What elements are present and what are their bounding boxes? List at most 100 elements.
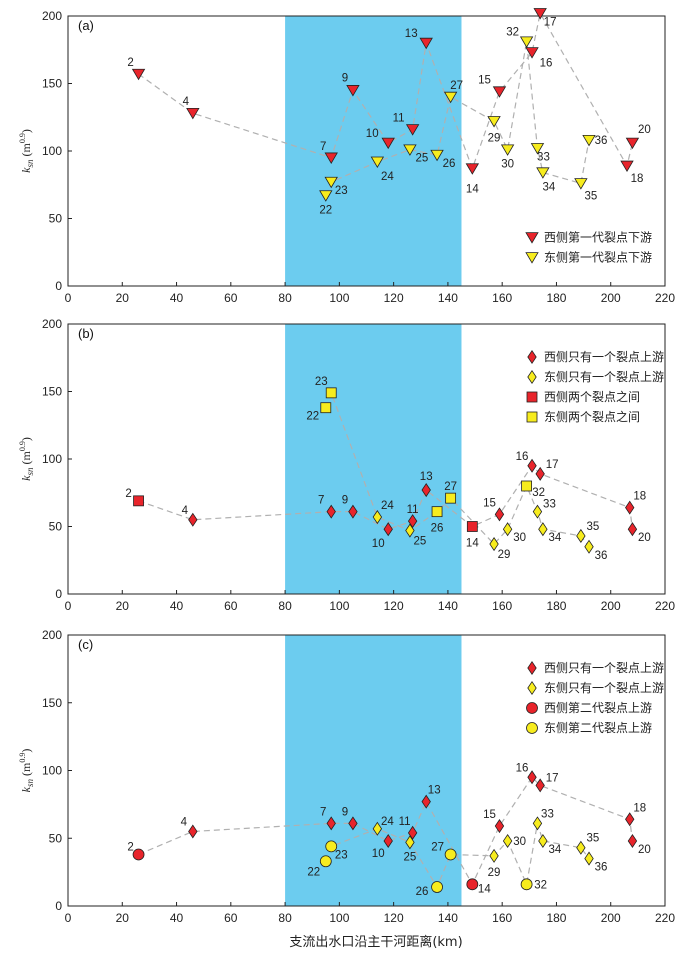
data-point-26 bbox=[430, 149, 444, 162]
data-point-26 bbox=[431, 881, 443, 893]
x-tick-label: 80 bbox=[278, 599, 292, 613]
data-point-35 bbox=[576, 840, 586, 855]
data-point-30 bbox=[502, 522, 513, 537]
x-tick-label: 40 bbox=[170, 911, 184, 925]
y-tick-label: 150 bbox=[42, 696, 62, 710]
data-point-10 bbox=[381, 137, 395, 150]
point-label: 29 bbox=[488, 132, 501, 144]
data-point-11 bbox=[407, 514, 418, 529]
y-axis-label: ksn (m0.9) bbox=[18, 129, 35, 173]
point-label: 17 bbox=[546, 459, 559, 471]
data-point-15 bbox=[494, 507, 505, 522]
y-tick-label: 50 bbox=[49, 212, 63, 226]
x-tick-label: 220 bbox=[655, 911, 675, 925]
x-tick-label: 120 bbox=[384, 599, 404, 613]
data-point-4 bbox=[188, 512, 198, 527]
point-label: 2 bbox=[127, 842, 133, 854]
data-point-36 bbox=[584, 539, 594, 554]
point-label: 36 bbox=[595, 862, 608, 874]
point-label: 23 bbox=[315, 376, 328, 388]
point-label: 34 bbox=[548, 532, 561, 544]
data-point-16 bbox=[527, 458, 537, 473]
data-point-18 bbox=[625, 812, 635, 827]
point-label: 32 bbox=[532, 487, 545, 499]
legend-marker bbox=[527, 680, 537, 696]
point-label: 15 bbox=[483, 497, 496, 509]
x-tick-label: 60 bbox=[224, 599, 238, 613]
data-point-18 bbox=[620, 160, 634, 173]
x-tick-label: 40 bbox=[170, 599, 184, 613]
point-label: 11 bbox=[407, 504, 419, 516]
data-point-16 bbox=[525, 47, 539, 59]
data-point-24 bbox=[372, 821, 383, 836]
data-point-33 bbox=[530, 143, 545, 155]
legend-marker bbox=[527, 369, 537, 385]
point-label: 32 bbox=[534, 879, 547, 891]
data-point-22 bbox=[319, 855, 332, 868]
x-tick-label: 200 bbox=[601, 291, 621, 305]
data-point-13 bbox=[419, 37, 433, 50]
point-label: 22 bbox=[319, 205, 332, 217]
x-tick-label: 220 bbox=[655, 291, 675, 305]
data-point-20 bbox=[627, 522, 638, 537]
data-point-2 bbox=[132, 848, 145, 861]
point-label: 10 bbox=[372, 538, 385, 550]
shaded-region bbox=[285, 635, 462, 906]
y-tick-label: 0 bbox=[55, 587, 62, 601]
point-label: 13 bbox=[405, 28, 418, 40]
point-label: 26 bbox=[416, 886, 429, 898]
data-point-33 bbox=[532, 504, 543, 519]
legend-marker bbox=[526, 391, 538, 403]
point-label: 22 bbox=[307, 866, 320, 878]
point-label: 35 bbox=[584, 190, 597, 202]
point-label: 20 bbox=[638, 124, 651, 136]
data-point-17 bbox=[535, 778, 545, 793]
x-tick-label: 160 bbox=[492, 911, 512, 925]
point-label: 16 bbox=[516, 762, 529, 774]
data-point-30 bbox=[502, 833, 513, 848]
data-point-24 bbox=[372, 510, 383, 525]
point-label: 17 bbox=[546, 772, 559, 784]
data-point-15 bbox=[492, 86, 507, 98]
data-point-30 bbox=[500, 144, 515, 156]
legend-entry: 西侧只有一个裂点上游 bbox=[544, 350, 664, 364]
x-tick-label: 160 bbox=[492, 291, 512, 305]
y-tick-label: 150 bbox=[42, 77, 62, 91]
point-label: 32 bbox=[506, 27, 519, 39]
data-point-23 bbox=[325, 387, 337, 399]
data-point-9 bbox=[346, 85, 360, 97]
data-point-25 bbox=[405, 523, 415, 538]
data-point-17 bbox=[533, 8, 547, 20]
point-label: 30 bbox=[513, 836, 526, 848]
x-tick-label: 180 bbox=[546, 599, 566, 613]
data-point-26 bbox=[431, 506, 443, 518]
point-label: 16 bbox=[540, 57, 553, 69]
point-label: 13 bbox=[420, 471, 433, 483]
legend-entry: 西侧第二代裂点上游 bbox=[544, 701, 652, 715]
data-point-7 bbox=[324, 152, 338, 164]
point-label: 26 bbox=[431, 523, 444, 535]
point-label: 18 bbox=[633, 802, 646, 814]
x-tick-label: 80 bbox=[278, 911, 292, 925]
panel-label: (a) bbox=[78, 18, 94, 33]
y-tick-label: 150 bbox=[42, 385, 62, 399]
point-label: 24 bbox=[381, 171, 394, 183]
point-label: 34 bbox=[548, 844, 561, 856]
point-label: 2 bbox=[127, 57, 133, 69]
data-point-25 bbox=[403, 144, 417, 156]
x-tick-label: 200 bbox=[601, 599, 621, 613]
point-label: 9 bbox=[342, 495, 348, 507]
point-label: 4 bbox=[183, 96, 190, 108]
data-point-27 bbox=[444, 848, 457, 861]
x-tick-label: 60 bbox=[224, 911, 238, 925]
data-point-34 bbox=[538, 522, 548, 537]
legend-entry: 东侧只有一个裂点上游 bbox=[544, 681, 664, 695]
point-label: 20 bbox=[638, 844, 651, 856]
data-point-36 bbox=[582, 135, 596, 147]
point-label: 33 bbox=[543, 499, 556, 511]
data-point-35 bbox=[576, 528, 586, 543]
legend-entry: 西侧第一代裂点下游 bbox=[544, 230, 652, 244]
point-label: 29 bbox=[498, 549, 511, 561]
data-point-9 bbox=[348, 504, 358, 519]
y-axis-label: ksn (m0.9) bbox=[18, 749, 35, 793]
